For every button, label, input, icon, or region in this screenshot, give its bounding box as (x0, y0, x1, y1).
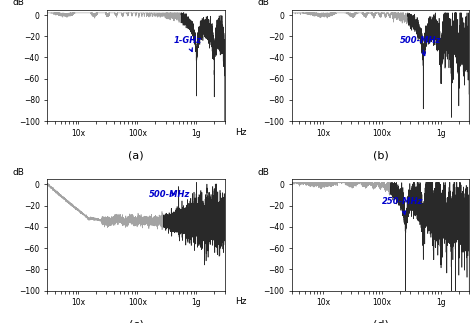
Text: dB: dB (257, 168, 269, 177)
Text: 250-MHz: 250-MHz (382, 197, 423, 214)
Text: dB: dB (257, 0, 269, 7)
Text: 500-MHz: 500-MHz (400, 36, 441, 56)
Text: (d): (d) (373, 320, 389, 323)
Text: Hz: Hz (235, 128, 247, 137)
Text: dB: dB (12, 168, 24, 177)
Text: (a): (a) (128, 150, 144, 160)
Text: Hz: Hz (235, 297, 247, 307)
Text: 1-GHz: 1-GHz (173, 36, 201, 51)
Text: (b): (b) (373, 150, 389, 160)
Text: dB: dB (12, 0, 24, 7)
Text: (c): (c) (128, 320, 144, 323)
Text: 500-MHz: 500-MHz (149, 190, 190, 199)
